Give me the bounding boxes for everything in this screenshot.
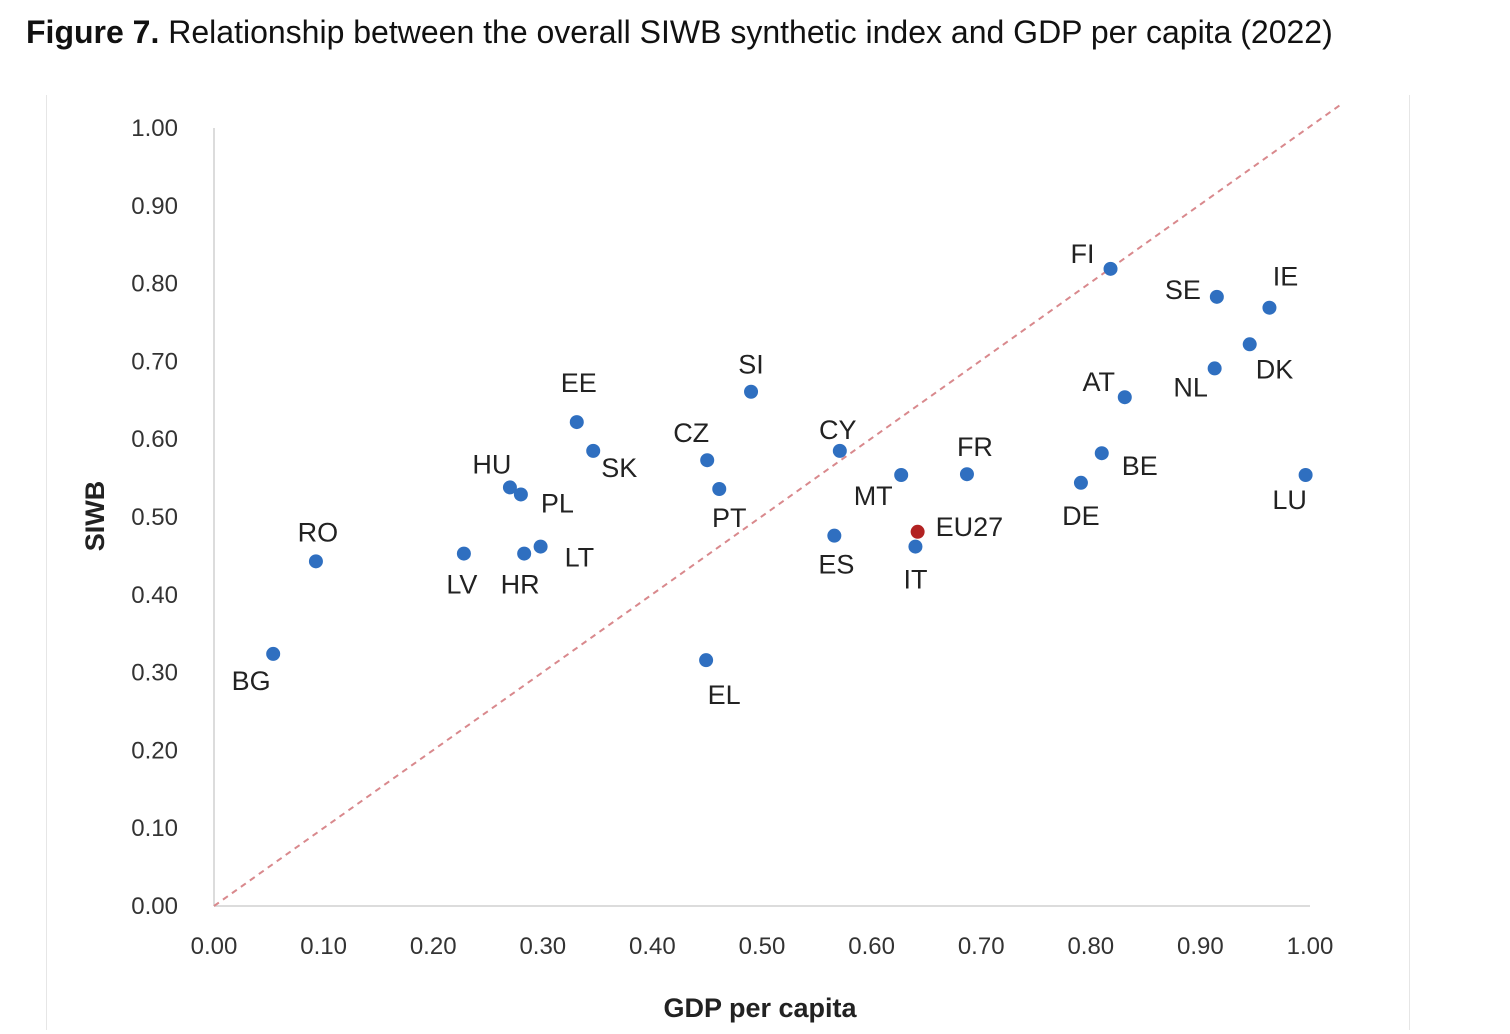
point-label-eu27: EU27 <box>936 512 1004 542</box>
data-point-pt <box>712 481 727 496</box>
point-label-lv: LV <box>446 570 477 600</box>
y-tick-label: 0.20 <box>131 737 178 764</box>
data-point-it <box>908 539 923 554</box>
figure-caption: Relationship between the overall SIWB sy… <box>159 14 1333 50</box>
data-point-mt <box>894 467 909 482</box>
point-labels: BG RO LV HU PL HR LT EE SK EL CZ PT SI ES CY MT IT EU27 FR… <box>232 239 1307 710</box>
x-tick-label: 0.50 <box>739 933 786 960</box>
data-point-el <box>699 653 714 668</box>
point-label-cz: CZ <box>673 418 709 448</box>
point-label-pt: PT <box>712 503 747 533</box>
y-tick-label: 0.70 <box>131 348 178 375</box>
y-tick-label: 0.50 <box>131 504 178 531</box>
point-label-it: IT <box>903 565 927 595</box>
x-tick-label: 0.80 <box>1067 933 1114 960</box>
data-point-pl <box>513 487 528 502</box>
point-label-si: SI <box>738 350 764 380</box>
data-point-at <box>1117 390 1132 405</box>
point-label-fi: FI <box>1071 239 1095 269</box>
point-label-lt: LT <box>565 543 595 573</box>
diagonal-reference-line <box>213 103 1342 907</box>
data-point-sk <box>586 443 601 458</box>
data-point-cz <box>700 453 715 468</box>
data-point-hu <box>502 480 517 495</box>
data-point-si <box>744 384 759 399</box>
plot-panel <box>46 95 1410 1030</box>
x-tick-label: 0.70 <box>958 933 1005 960</box>
point-label-ro: RO <box>298 517 339 547</box>
tick-labels: 0.00 0.10 0.20 0.30 0.40 0.50 0.60 0.70 0.80 0.90… <box>131 115 1333 960</box>
data-point-ee <box>569 415 584 430</box>
x-axis-label: GDP per capita <box>663 993 857 1023</box>
y-tick-label: 0.60 <box>131 426 178 453</box>
data-point-lu <box>1298 467 1313 482</box>
y-tick-label: 0.90 <box>131 193 178 220</box>
data-point-ie <box>1262 300 1277 315</box>
point-label-pl: PL <box>541 488 574 518</box>
y-tick-label: 0.80 <box>131 271 178 298</box>
x-tick-label: 0.30 <box>519 933 566 960</box>
point-label-hu: HU <box>472 449 511 479</box>
x-tick-label: 0.90 <box>1177 933 1224 960</box>
data-point-cy <box>832 443 847 458</box>
data-point-se <box>1209 289 1224 304</box>
data-point-fi <box>1103 261 1118 276</box>
point-label-ee: EE <box>561 368 597 398</box>
figure-title: Figure 7. Relationship between the overa… <box>26 14 1333 51</box>
point-label-nl: NL <box>1173 372 1208 402</box>
data-point-ro <box>308 554 323 569</box>
data-point-eu27 <box>910 524 925 539</box>
point-label-ie: IE <box>1273 262 1299 292</box>
data-point-dk <box>1242 337 1257 352</box>
data-point-hr <box>517 546 532 561</box>
x-tick-label: 0.00 <box>191 933 238 960</box>
x-tick-label: 0.10 <box>300 933 347 960</box>
data-point-bg <box>266 646 281 661</box>
point-label-dk: DK <box>1256 354 1294 384</box>
y-axis-label: SIWB <box>80 481 110 552</box>
x-tick-label: 0.20 <box>410 933 457 960</box>
data-points <box>266 261 1313 668</box>
point-label-be: BE <box>1122 451 1158 481</box>
axes <box>213 128 1310 907</box>
data-point-be <box>1094 446 1109 461</box>
point-label-es: ES <box>818 550 854 580</box>
point-label-bg: BG <box>232 666 271 696</box>
y-tick-label: 0.10 <box>131 815 178 842</box>
data-point-lv <box>456 546 471 561</box>
point-label-hr: HR <box>501 570 540 600</box>
point-label-fr: FR <box>957 432 993 462</box>
y-tick-label: 0.00 <box>131 893 178 920</box>
data-point-fr <box>959 467 974 482</box>
reference-line <box>213 103 1342 907</box>
y-tick-label: 0.30 <box>131 660 178 687</box>
data-point-lt <box>533 539 548 554</box>
x-tick-label: 0.40 <box>629 933 676 960</box>
point-label-lu: LU <box>1272 485 1307 515</box>
y-tick-label: 1.00 <box>131 115 178 142</box>
point-label-se: SE <box>1165 275 1201 305</box>
x-tick-label: 1.00 <box>1287 933 1334 960</box>
point-label-el: EL <box>708 680 741 710</box>
point-label-sk: SK <box>601 453 637 483</box>
y-tick-label: 0.40 <box>131 582 178 609</box>
x-tick-label: 0.60 <box>848 933 895 960</box>
figure-label: Figure 7. <box>26 14 160 50</box>
point-label-at: AT <box>1083 367 1116 397</box>
point-label-cy: CY <box>819 415 857 445</box>
data-point-es <box>827 528 842 543</box>
data-point-nl <box>1207 361 1222 376</box>
point-label-de: DE <box>1062 501 1100 531</box>
point-label-mt: MT <box>854 481 893 511</box>
data-point-de <box>1073 475 1088 490</box>
